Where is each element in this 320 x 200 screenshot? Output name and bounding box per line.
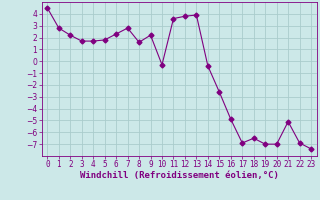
X-axis label: Windchill (Refroidissement éolien,°C): Windchill (Refroidissement éolien,°C) — [80, 171, 279, 180]
